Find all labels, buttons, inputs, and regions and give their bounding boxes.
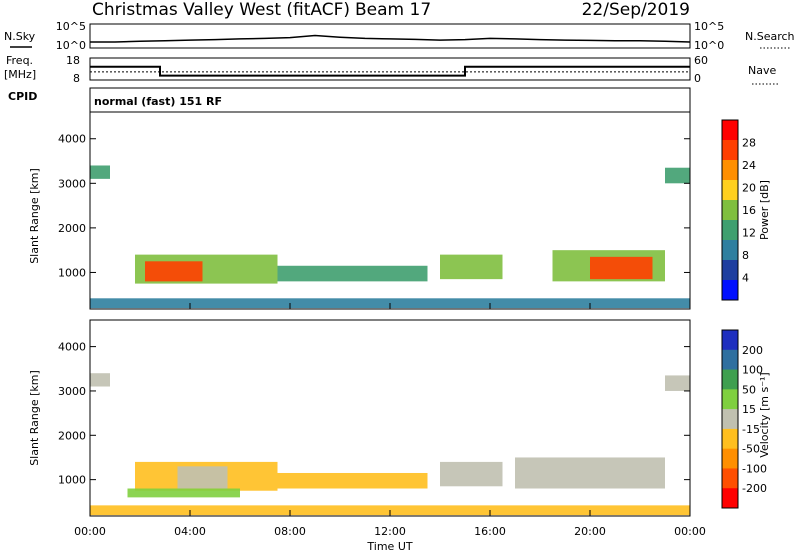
nsky-tick-bottom: 10^0: [56, 39, 86, 52]
nave-tick-top: 60: [694, 54, 708, 67]
colorbar-swatch: [722, 330, 738, 351]
nave-tick-bottom: 0: [694, 72, 701, 85]
colorbar-swatch: [722, 428, 738, 450]
colorbar-swatch: [722, 160, 738, 181]
colorbar-swatch: [722, 488, 738, 509]
colorbar-frame: [721, 119, 739, 301]
time-tick-label: 08:00: [274, 525, 306, 538]
time-tick-label: 00:00: [674, 525, 706, 538]
time-tick-label: 04:00: [174, 525, 206, 538]
colorbar-tick-label: 50: [742, 383, 756, 396]
y-tick-label: 1000: [58, 474, 86, 487]
heatmap-region-6: [90, 165, 110, 179]
heatmap-region-4: [515, 457, 665, 489]
heatmap-region-5: [127, 488, 240, 498]
colorbar-tick-label: -100: [742, 462, 767, 475]
power-y-axis-label: Slant Range [km]: [28, 168, 41, 264]
colorbar-swatch: [722, 140, 738, 161]
colorbar-swatch: [722, 220, 738, 241]
nave-label: Nave: [748, 64, 776, 77]
y-tick-label: 3000: [58, 177, 86, 190]
freq-panel-frame: [89, 57, 691, 81]
power-y-ticks: 1000 2000 3000 4000: [58, 133, 690, 279]
nsky-tick-top: 10^5: [56, 20, 86, 33]
colorbar-tick-label: 20: [742, 182, 756, 195]
beam-label: Beam 17: [355, 0, 431, 20]
nsky-panel-frame: [89, 23, 691, 49]
colorbar-tick-label: -200: [742, 482, 767, 495]
heatmap-region-5: [590, 256, 653, 280]
heatmap-region-6: [90, 373, 110, 387]
colorbar-swatch: [722, 240, 738, 261]
heatmap-region-2: [277, 265, 428, 282]
colorbar-swatch: [722, 349, 738, 371]
heatmap-region-3: [440, 461, 503, 487]
velocity-y-axis-label: Slant Range [km]: [28, 370, 41, 466]
colorbar-swatch: [722, 260, 738, 281]
colorbar-swatch: [722, 200, 738, 221]
nsky-series-line: [90, 34, 691, 43]
power-colorbar-label: Power [dB]: [758, 180, 771, 240]
freq-series-line: [90, 65, 690, 77]
colorbar-tick-label: -15: [742, 423, 760, 436]
colorbar-swatch: [722, 409, 738, 430]
nsearch-tick-bottom: 10^0: [694, 39, 724, 52]
heatmap-region-1: [145, 261, 203, 282]
velocity-y-ticks: 1000 2000 3000 4000: [58, 341, 690, 487]
power-colorbar: 4 8 12 16 20 24 28: [721, 119, 756, 301]
colorbar-tick-label: 28: [742, 137, 756, 150]
heatmap-region-7: [665, 375, 690, 391]
colorbar-swatch: [722, 280, 738, 301]
y-tick-label: 1000: [58, 266, 86, 279]
colorbar-swatch: [722, 369, 738, 390]
freq-tick-bottom: 8: [73, 72, 80, 85]
colorbar-swatch: [722, 448, 738, 469]
freq-tick-top: 18: [66, 54, 80, 67]
y-tick-label: 4000: [58, 341, 86, 354]
colorbar-tick-label: 100: [742, 364, 763, 377]
colorbar-tick-label: 16: [742, 204, 756, 217]
chart-title: Christmas Valley West (fitACF): [92, 0, 350, 20]
time-tick-label: 12:00: [374, 525, 406, 538]
colorbar-swatch: [722, 468, 738, 489]
time-axis-ticks: 00:00 04:00 08:00 12:00 16:00 20:00 00:00: [74, 303, 706, 538]
time-tick-label: 16:00: [474, 525, 506, 538]
colorbar-swatch: [722, 180, 738, 201]
colorbar-tick-label: -50: [742, 443, 760, 456]
power-heatmap-cells: [90, 165, 690, 309]
time-tick-label: 00:00: [74, 525, 106, 538]
y-tick-label: 2000: [58, 429, 86, 442]
colorbar-tick-label: 8: [742, 249, 749, 262]
heatmap-region-1: [177, 466, 228, 489]
cpid-value: normal (fast) 151 RF: [94, 95, 222, 108]
heatmap-region-7: [665, 167, 690, 184]
colorbar-tick-label: 15: [742, 403, 756, 416]
cpid-label: CPID: [8, 90, 37, 103]
velocity-colorbar-label: Velocity [m s⁻¹]: [758, 372, 771, 457]
colorbar-swatch: [722, 389, 738, 410]
nsearch-label: N.Search: [745, 30, 795, 43]
freq-unit: [MHz]: [4, 68, 36, 81]
y-tick-label: 4000: [58, 133, 86, 146]
velocity-colorbar: 200 100 50 15 -15 -50 -100 -200: [721, 329, 767, 509]
y-tick-label: 2000: [58, 222, 86, 235]
colorbar-tick-label: 4: [742, 272, 749, 285]
time-axis-label: Time UT: [366, 540, 412, 553]
nsky-label: N.Sky: [4, 30, 36, 43]
colorbar-tick-label: 24: [742, 159, 756, 172]
time-tick-label: 20:00: [574, 525, 606, 538]
velocity-heatmap-cells: [90, 373, 690, 516]
date-label: 22/Sep/2019: [582, 0, 690, 20]
colorbar-frame: [721, 329, 739, 509]
heatmap-region-3: [440, 254, 503, 280]
colorbar-tick-label: 12: [742, 227, 756, 240]
colorbar-tick-label: 200: [742, 344, 763, 357]
heatmap-region-2: [277, 472, 428, 489]
y-tick-label: 3000: [58, 385, 86, 398]
nsearch-tick-top: 10^5: [694, 20, 724, 33]
colorbar-swatch: [722, 120, 738, 141]
freq-label: Freq.: [6, 54, 33, 67]
